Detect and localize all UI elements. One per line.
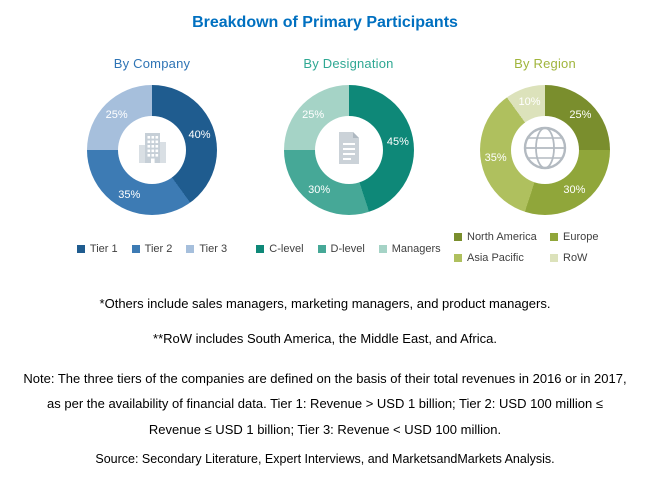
legend-item: Tier 1 xyxy=(76,243,118,255)
footnotes: *Others include sales managers, marketin… xyxy=(0,296,650,466)
legend-item: Europe xyxy=(550,231,634,243)
chart-by-designation: By Designation 45% 30% 25% C-level D-level M… xyxy=(254,56,444,264)
legend: Tier 1 Tier 2 Tier 3 xyxy=(76,243,227,255)
legend-swatch xyxy=(256,245,265,253)
legend-item: Tier 3 xyxy=(186,243,227,255)
footnote-row: **RoW includes South America, the Middle… xyxy=(153,331,497,346)
note-tiers: Note: The three tiers of the companies a… xyxy=(23,371,627,437)
legend-swatch xyxy=(378,245,387,253)
chart-title: By Region xyxy=(514,56,576,71)
legend-label: C-level xyxy=(269,243,304,255)
chart-by-company: By Company 40% 35% 25% Tier 1 Tier 2 Tier 3 xyxy=(57,56,247,264)
donut-hole xyxy=(118,116,186,184)
legend-item: Managers xyxy=(378,243,441,255)
source-text: Source: Secondary Literature, Expert Int… xyxy=(95,452,555,467)
legend-swatch xyxy=(186,245,195,253)
legend-label: Tier 2 xyxy=(144,243,173,255)
donut-hole xyxy=(511,116,579,184)
legend-swatch xyxy=(550,254,558,262)
legend-item: North America xyxy=(454,231,538,243)
chart-title: By Company xyxy=(113,56,191,71)
chart-by-region: By Region 25% 30% 35% 10% North America Euro… xyxy=(450,56,640,264)
legend-item: Tier 2 xyxy=(131,243,173,255)
legend-label: D-level xyxy=(330,243,365,255)
legend-label: Europe xyxy=(563,231,599,243)
segment-value-label: 40% xyxy=(188,128,211,141)
segment-value-label: 25% xyxy=(302,108,325,121)
segment-value-label: 45% xyxy=(386,136,409,149)
segment-value-label: 30% xyxy=(563,184,586,197)
donut-ring: 25% 30% 35% 10% xyxy=(480,85,610,215)
legend-item: RoW xyxy=(550,252,634,264)
legend-swatch xyxy=(454,254,462,262)
legend-item: D-level xyxy=(317,243,365,255)
segment-value-label: 35% xyxy=(118,188,141,201)
legend-label: Asia Pacific xyxy=(467,252,524,264)
legend-item: C-level xyxy=(256,243,304,255)
segment-value-label: 30% xyxy=(308,184,331,197)
legend-label: Managers xyxy=(391,243,441,255)
page-title: Breakdown of Primary Participants xyxy=(192,14,458,31)
legend-label: RoW xyxy=(563,252,588,264)
legend-label: North America xyxy=(467,231,537,243)
legend-label: Tier 1 xyxy=(89,243,118,255)
donut-chart: 25% 30% 35% 10% xyxy=(480,85,610,215)
segment-value-label: 25% xyxy=(569,108,592,121)
legend-swatch xyxy=(550,233,558,241)
building-icon xyxy=(134,130,170,171)
legend-swatch xyxy=(131,245,140,253)
document-icon xyxy=(332,130,366,171)
segment-value-label: 25% xyxy=(105,108,128,121)
donut-hole xyxy=(314,116,383,184)
legend-label: Tier 3 xyxy=(199,243,228,255)
charts-row: By Company 40% 35% 25% Tier 1 Tier 2 Tier 3 … xyxy=(0,32,650,264)
chart-title: By Designation xyxy=(303,56,394,71)
legend: North America Europe Asia Pacific RoW xyxy=(454,231,636,264)
segment-value-label: 35% xyxy=(484,151,507,164)
legend-item: Asia Pacific xyxy=(454,252,538,264)
footnote-others: *Others include sales managers, marketin… xyxy=(99,296,551,311)
legend-swatch xyxy=(317,245,326,253)
donut-chart: 45% 30% 25% xyxy=(283,85,414,215)
globe-icon xyxy=(522,125,568,176)
donut-chart: 40% 35% 25% xyxy=(87,85,217,215)
segment-value-label: 10% xyxy=(518,96,541,109)
legend-swatch xyxy=(76,245,85,253)
legend: C-level D-level Managers xyxy=(256,243,441,255)
legend-swatch xyxy=(454,233,462,241)
